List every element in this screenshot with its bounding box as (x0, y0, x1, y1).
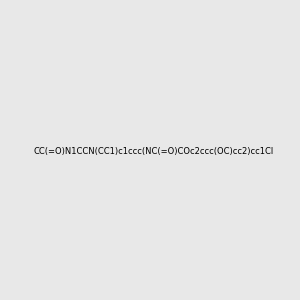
Text: CC(=O)N1CCN(CC1)c1ccc(NC(=O)COc2ccc(OC)cc2)cc1Cl: CC(=O)N1CCN(CC1)c1ccc(NC(=O)COc2ccc(OC)c… (34, 147, 274, 156)
